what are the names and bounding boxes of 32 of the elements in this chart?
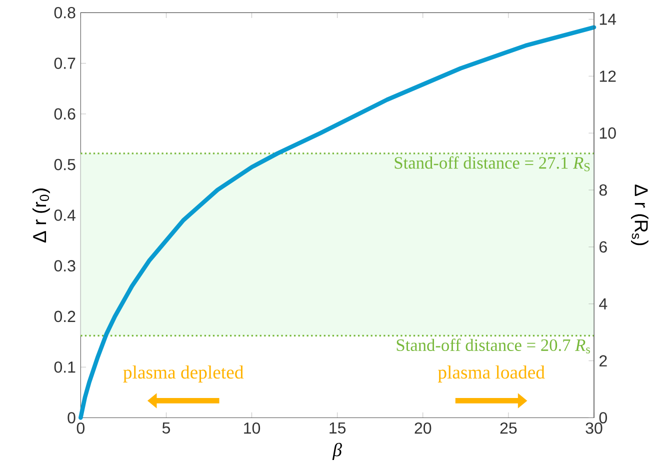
x-tick-label: 0 bbox=[76, 422, 84, 434]
x-tick-label: 15 bbox=[330, 422, 346, 434]
annotation: plasma depleted bbox=[123, 366, 244, 382]
y2-axis-title: Δ r (R$_{s}$) bbox=[630, 184, 648, 246]
y-tick-label: 0.3 bbox=[54, 260, 76, 272]
y-tick-label: 0 bbox=[68, 412, 76, 424]
x-tick-label: 25 bbox=[500, 422, 517, 434]
y-tick-label: 0.4 bbox=[54, 210, 76, 221]
x-tick-label: 20 bbox=[414, 422, 432, 434]
x-tick-label: 5 bbox=[162, 422, 170, 434]
y2-tick-label: 12 bbox=[600, 70, 616, 82]
y-axis-title: Δ r (r$_{0}$) bbox=[32, 188, 50, 242]
y-tick-label: 0.2 bbox=[54, 310, 76, 322]
y2-tick-label: 14 bbox=[600, 14, 616, 25]
line-series bbox=[78, 25, 596, 420]
annotation: Stand-off distance = 20.7 R$_{s}$ bbox=[396, 338, 590, 354]
y2-tick-label: 4 bbox=[599, 298, 608, 310]
y-tick-label: 0.8 bbox=[54, 7, 76, 18]
x-tick-label: 10 bbox=[244, 422, 260, 434]
y-tick-label: 0.7 bbox=[54, 58, 76, 69]
y2-tick-label: 8 bbox=[599, 184, 607, 196]
y-tick-label: 0.1 bbox=[54, 361, 76, 373]
y-tick-label: 0.5 bbox=[54, 158, 76, 170]
annotation: plasma loaded bbox=[438, 366, 545, 382]
x-axis-title: β bbox=[332, 442, 342, 460]
y2-tick-label: 6 bbox=[600, 241, 607, 253]
y2-tick-label: 0 bbox=[599, 412, 607, 424]
annotation: Stand-off distance = 27.1 R$_{S}$ bbox=[394, 156, 590, 172]
y2-tick-label: 2 bbox=[600, 355, 607, 366]
y2-tick-label: 10 bbox=[600, 127, 616, 139]
y-tick-label: 0.6 bbox=[54, 108, 76, 120]
x-tick-label: 30 bbox=[586, 422, 602, 434]
